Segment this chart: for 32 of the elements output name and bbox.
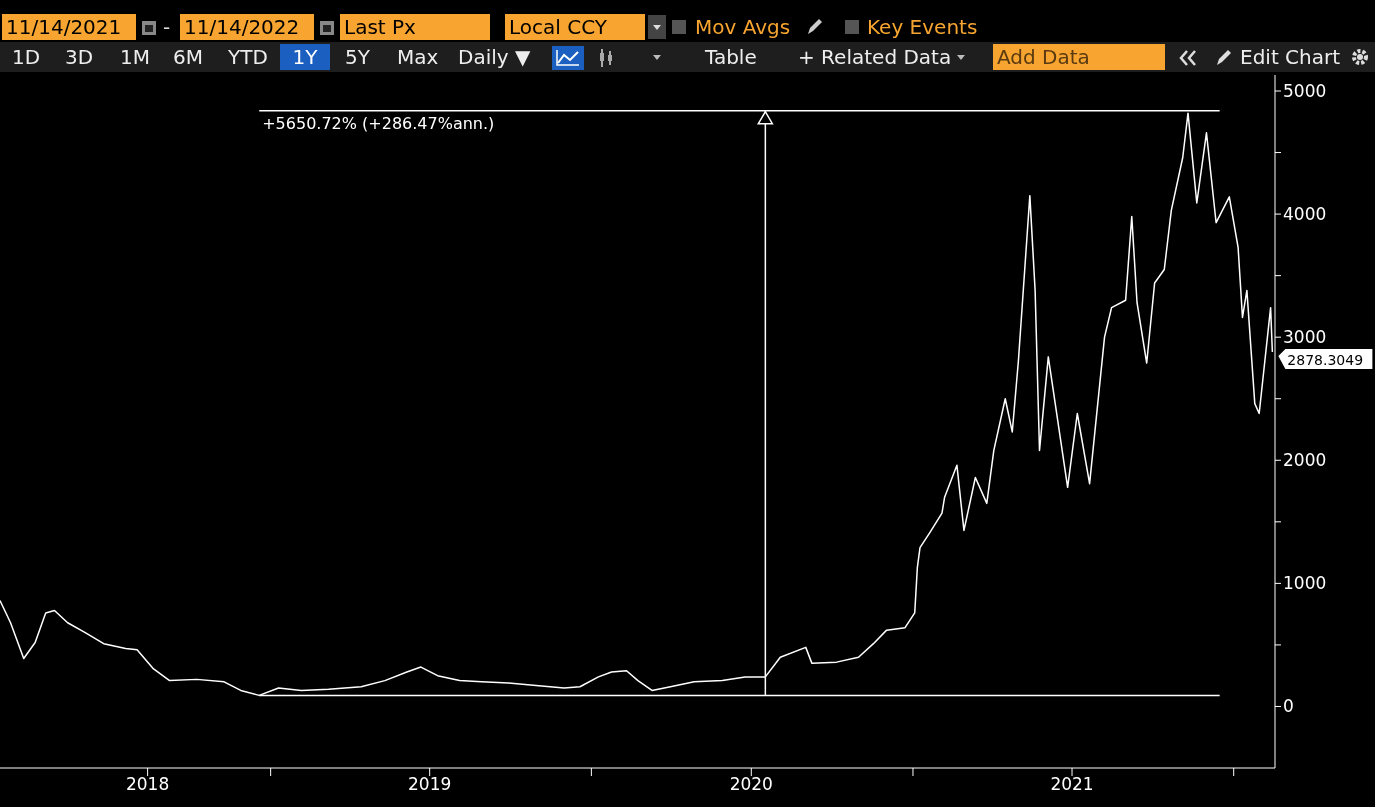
y-tick-label: 0 [1283, 696, 1294, 717]
y-tick-label: 5000 [1283, 81, 1327, 102]
text: Key Events [867, 14, 978, 40]
text: 5Y [345, 44, 370, 70]
annotation: 2878.3049 [1287, 351, 1364, 368]
text: 1D [12, 44, 41, 70]
annotation: +5650.72% (+286.47%ann.) [262, 113, 495, 133]
text: 11/14/2022 [180, 14, 314, 40]
text: Max [397, 44, 439, 70]
text: Last Px [340, 14, 490, 40]
y-tick-label: 3000 [1283, 327, 1327, 348]
y-tick-label: 2000 [1283, 450, 1327, 471]
y-tick-label: 1000 [1283, 573, 1327, 594]
text: + Related Data [798, 44, 952, 70]
y-tick-label: 4000 [1283, 204, 1327, 225]
x-tick-label: 2021 [1050, 774, 1094, 795]
text: Mov Avgs [695, 14, 791, 40]
text: 1Y [280, 44, 330, 70]
text: Daily ▼ [458, 44, 531, 70]
text: Add Data [993, 44, 1165, 70]
text: - [163, 14, 171, 40]
text: 6M [173, 44, 203, 70]
text: Edit Chart [1240, 44, 1341, 70]
text: Local CCY [505, 14, 645, 40]
text: 1M [120, 44, 150, 70]
text: 3D [65, 44, 94, 70]
x-tick-label: 2018 [125, 774, 170, 795]
x-tick-label: 2020 [729, 774, 773, 795]
text: YTD [228, 44, 268, 70]
x-tick-label: 2019 [408, 774, 452, 795]
text: Table [705, 44, 757, 70]
text: 11/14/2021 [2, 14, 136, 40]
